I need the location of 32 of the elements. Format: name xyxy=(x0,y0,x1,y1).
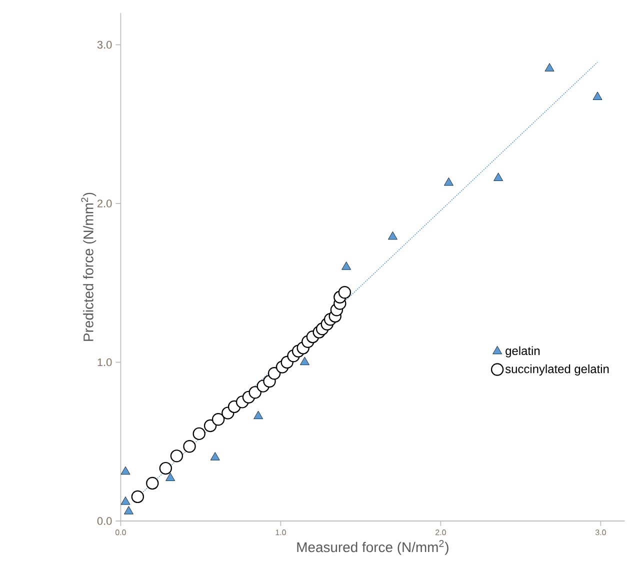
point xyxy=(494,172,504,181)
y-tick-label: 2.0 xyxy=(97,200,112,208)
point xyxy=(388,231,398,240)
point xyxy=(120,496,130,505)
point xyxy=(342,262,352,270)
point xyxy=(338,286,352,299)
point xyxy=(192,427,206,440)
point xyxy=(544,63,554,72)
point xyxy=(592,92,602,100)
point xyxy=(212,413,225,426)
legend-label: succinylated gelatin xyxy=(505,364,609,376)
point xyxy=(146,476,159,490)
point xyxy=(204,419,217,432)
point xyxy=(124,506,134,514)
point xyxy=(210,452,220,460)
point xyxy=(120,466,130,475)
point xyxy=(166,472,176,481)
point xyxy=(444,177,454,186)
point xyxy=(183,440,196,453)
point xyxy=(131,490,144,504)
point xyxy=(300,356,310,366)
point xyxy=(268,367,281,380)
x-axis-title: Measured force (N/mm$^{2}$) xyxy=(297,540,448,555)
point xyxy=(248,386,262,399)
point xyxy=(170,450,184,462)
y-tick-label: 3.0 xyxy=(97,40,112,49)
legend-label: gelatin xyxy=(506,346,540,358)
point xyxy=(159,462,172,475)
y-axis-title: Predicted force (N/mm$^{2}$) xyxy=(81,192,96,341)
point xyxy=(254,410,264,420)
y-tick-label: 1.0 xyxy=(98,358,112,366)
y-tick-label: 0.0 xyxy=(97,517,112,525)
